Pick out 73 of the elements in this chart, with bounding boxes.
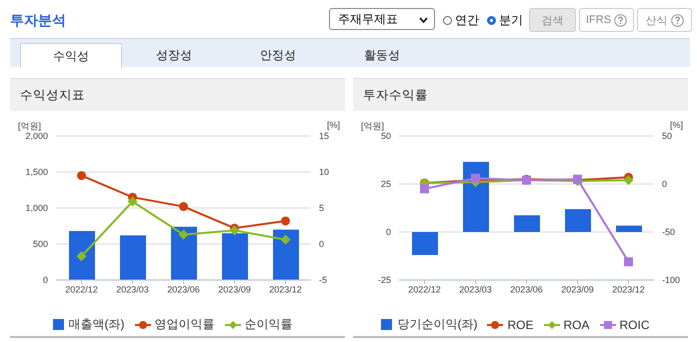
point (128, 196, 138, 207)
text: 산식 (637, 8, 692, 32)
chart-title: 수익성지표 (10, 78, 345, 111)
text: 검색 (529, 8, 576, 32)
bar (412, 232, 438, 256)
text: 수익성 (20, 43, 122, 68)
text: 분기 (498, 12, 523, 29)
y2-tick-label: 15 (319, 131, 330, 142)
bar (171, 226, 197, 280)
point (280, 234, 290, 245)
bar (514, 215, 540, 232)
text: 활동성 (363, 47, 401, 64)
y-tick-label: 2,000 (25, 131, 48, 142)
point (624, 257, 633, 266)
bar (69, 231, 95, 280)
bar (463, 162, 489, 232)
x-tick-label: 2023/06 (510, 284, 543, 294)
bar (616, 226, 642, 232)
y2-tick-label: 0 (662, 179, 668, 190)
y2-tick-label: -100 (662, 275, 680, 286)
text: 연간 (454, 12, 479, 29)
text: 주재무제표 (329, 8, 435, 30)
legend-label: 당기순이익(좌) (396, 316, 478, 333)
bar (273, 230, 299, 280)
text: 투자분석 (10, 12, 66, 30)
y-tick-label: 500 (32, 239, 48, 250)
y2-axis-title: [%] (326, 120, 340, 130)
point (624, 175, 634, 186)
legend-label: 순이익률 (244, 316, 292, 333)
x-tick-label: 2022/12 (408, 284, 441, 294)
y2-tick-label: 5 (319, 203, 324, 214)
y-tick-label: -25 (378, 275, 391, 286)
text: 성장성 (155, 47, 193, 64)
y-tick-label: 25 (380, 179, 391, 190)
chart-title: 투자수익률 (353, 78, 688, 111)
y2-tick-label: 50 (662, 131, 672, 142)
y-tick-label: 0 (386, 227, 391, 238)
point (178, 230, 188, 240)
bar (120, 235, 146, 280)
y-tick-label: 1,000 (25, 203, 48, 214)
point (281, 216, 290, 226)
point (230, 225, 240, 236)
x-tick-label: 2023/06 (167, 284, 200, 294)
point (76, 251, 86, 262)
x-tick-label: 2023/09 (561, 284, 594, 294)
x-tick-label: 2022/12 (65, 284, 98, 294)
y-axis-title: [억원] (361, 120, 384, 132)
y-axis-title: [억원] (18, 120, 42, 132)
x-tick-label: 2023/12 (269, 284, 302, 294)
legend-label: ROIC (618, 316, 650, 333)
legend-label: ROE (506, 316, 534, 333)
legend-label: ROA (562, 316, 590, 333)
text: IFRS (579, 8, 634, 32)
bar (565, 209, 591, 232)
legend-label: 영업이익률 (154, 316, 214, 333)
legend-label: 매출액(좌) (68, 316, 124, 333)
point (179, 202, 188, 212)
y2-tick-label: 0 (319, 239, 324, 250)
x-tick-label: 2023/03 (116, 284, 149, 294)
y2-axis-title: [%] (670, 120, 683, 130)
point (420, 184, 429, 194)
y2-tick-label: 10 (319, 167, 330, 178)
x-tick-label: 2023/03 (459, 284, 492, 294)
bar (222, 233, 248, 280)
y2-tick-label: -50 (662, 227, 676, 238)
x-tick-label: 2023/12 (612, 284, 645, 294)
y2-tick-label: -5 (319, 275, 328, 286)
point (77, 171, 86, 180)
y-tick-label: 50 (380, 131, 391, 142)
x-tick-label: 2023/09 (218, 284, 251, 294)
text: 안정성 (259, 47, 297, 64)
y-tick-label: 0 (42, 275, 48, 286)
y-tick-label: 1,500 (25, 167, 48, 178)
